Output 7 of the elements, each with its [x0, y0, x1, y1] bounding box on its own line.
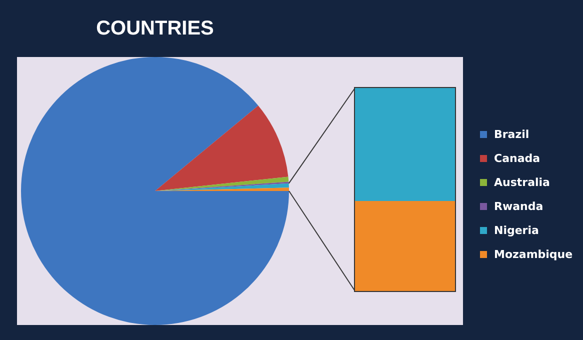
legend-label: Brazil — [494, 128, 530, 140]
legend-label: Nigeria — [494, 224, 539, 236]
legend-label: Mozambique — [494, 248, 573, 260]
chart-title: COUNTRIES — [96, 18, 214, 40]
legend-label: Rwanda — [494, 200, 544, 212]
legend-label: Australia — [494, 176, 550, 188]
legend-label: Canada — [494, 152, 540, 164]
